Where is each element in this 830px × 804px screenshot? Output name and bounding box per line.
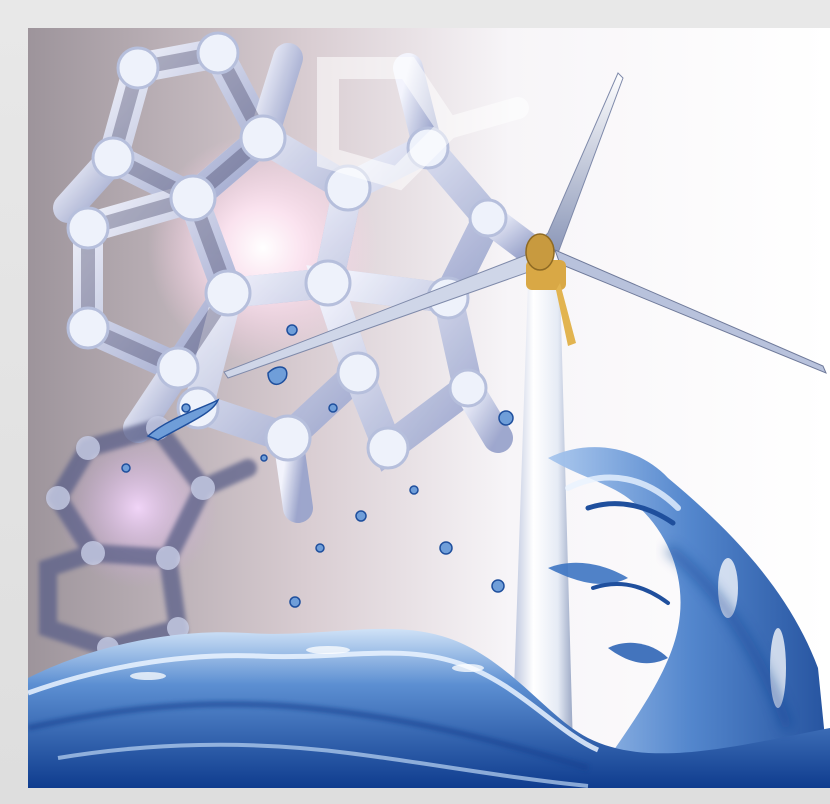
turbine-blade-right	[554, 249, 827, 374]
turbine-hub	[525, 233, 555, 271]
illustration-panel	[28, 28, 830, 788]
water-droplets	[121, 324, 514, 608]
clean-energy-illustration	[28, 28, 830, 788]
wind-turbine	[223, 72, 827, 748]
turbine-tower	[512, 283, 573, 748]
fullerene-molecule	[39, 31, 543, 659]
water-splash	[28, 447, 830, 788]
